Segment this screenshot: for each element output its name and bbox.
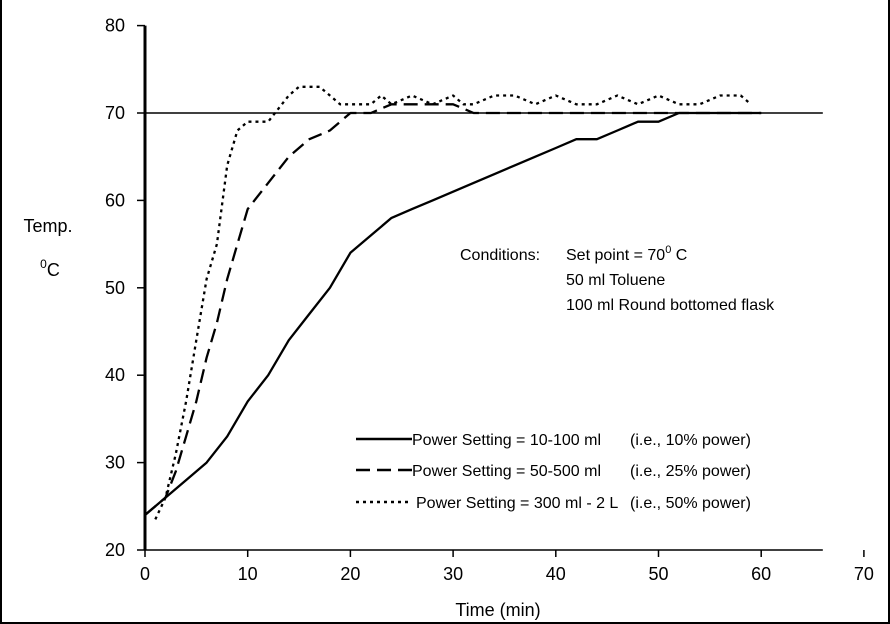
x-tick-label: 30 bbox=[443, 564, 463, 584]
y-tick-label: 30 bbox=[105, 453, 125, 473]
x-tick-label: 60 bbox=[751, 564, 771, 584]
y-tick-label: 20 bbox=[105, 540, 125, 560]
legend-name-1: Power Setting = 10-100 ml bbox=[412, 432, 601, 449]
conditions-label: Conditions: bbox=[460, 247, 540, 264]
y-tick-label: 50 bbox=[105, 278, 125, 298]
x-tick-label: 70 bbox=[854, 564, 874, 584]
conditions-unit: C bbox=[671, 247, 687, 264]
legend-name-3: Power Setting = 300 ml - 2 L bbox=[416, 495, 618, 512]
x-tick-label: 0 bbox=[140, 564, 150, 584]
conditions-setpoint: Set point = 70 bbox=[566, 247, 665, 264]
conditions-line2: 50 ml Toluene bbox=[566, 272, 665, 289]
y-axis-unit: C bbox=[47, 260, 60, 280]
conditions-line3: 100 ml Round bottomed flask bbox=[566, 297, 775, 314]
x-tick-label: 10 bbox=[238, 564, 258, 584]
y-tick-label: 70 bbox=[105, 103, 125, 123]
legend-note-2: (i.e., 25% power) bbox=[630, 463, 751, 480]
y-tick-label: 40 bbox=[105, 365, 125, 385]
labels-layer: Time (min) Temp. 0C Conditions: Set poin… bbox=[23, 216, 775, 620]
y-axis-label-line1: Temp. bbox=[23, 216, 72, 236]
x-tick-label: 40 bbox=[546, 564, 566, 584]
axes-layer: 20 30 40 50 60 70 80 0 10 20 30 40 50 60 70 bbox=[105, 16, 874, 584]
conditions-line1: Set point = 700 C bbox=[566, 244, 687, 264]
x-axis-label: Time (min) bbox=[455, 600, 540, 620]
legend-note-1: (i.e., 10% power) bbox=[630, 432, 751, 449]
series-line-dotted bbox=[154, 85, 752, 520]
x-tick-label: 50 bbox=[648, 564, 668, 584]
y-axis-label-line2: 0C bbox=[40, 257, 60, 280]
series-line-dashed bbox=[144, 103, 762, 516]
conditions-degree-sup: 0 bbox=[665, 244, 671, 256]
y-tick-label: 80 bbox=[105, 16, 125, 36]
legend-name-2: Power Setting = 50-500 ml bbox=[412, 463, 601, 480]
x-tick-label: 20 bbox=[340, 564, 360, 584]
y-axis-degree-sup: 0 bbox=[40, 257, 47, 271]
legend: Power Setting = 10-100 ml (i.e., 10% pow… bbox=[356, 432, 751, 512]
y-tick-label: 60 bbox=[105, 190, 125, 210]
legend-note-3: (i.e., 50% power) bbox=[630, 495, 751, 512]
series-layer bbox=[144, 85, 762, 520]
series-line-solid bbox=[144, 111, 762, 516]
